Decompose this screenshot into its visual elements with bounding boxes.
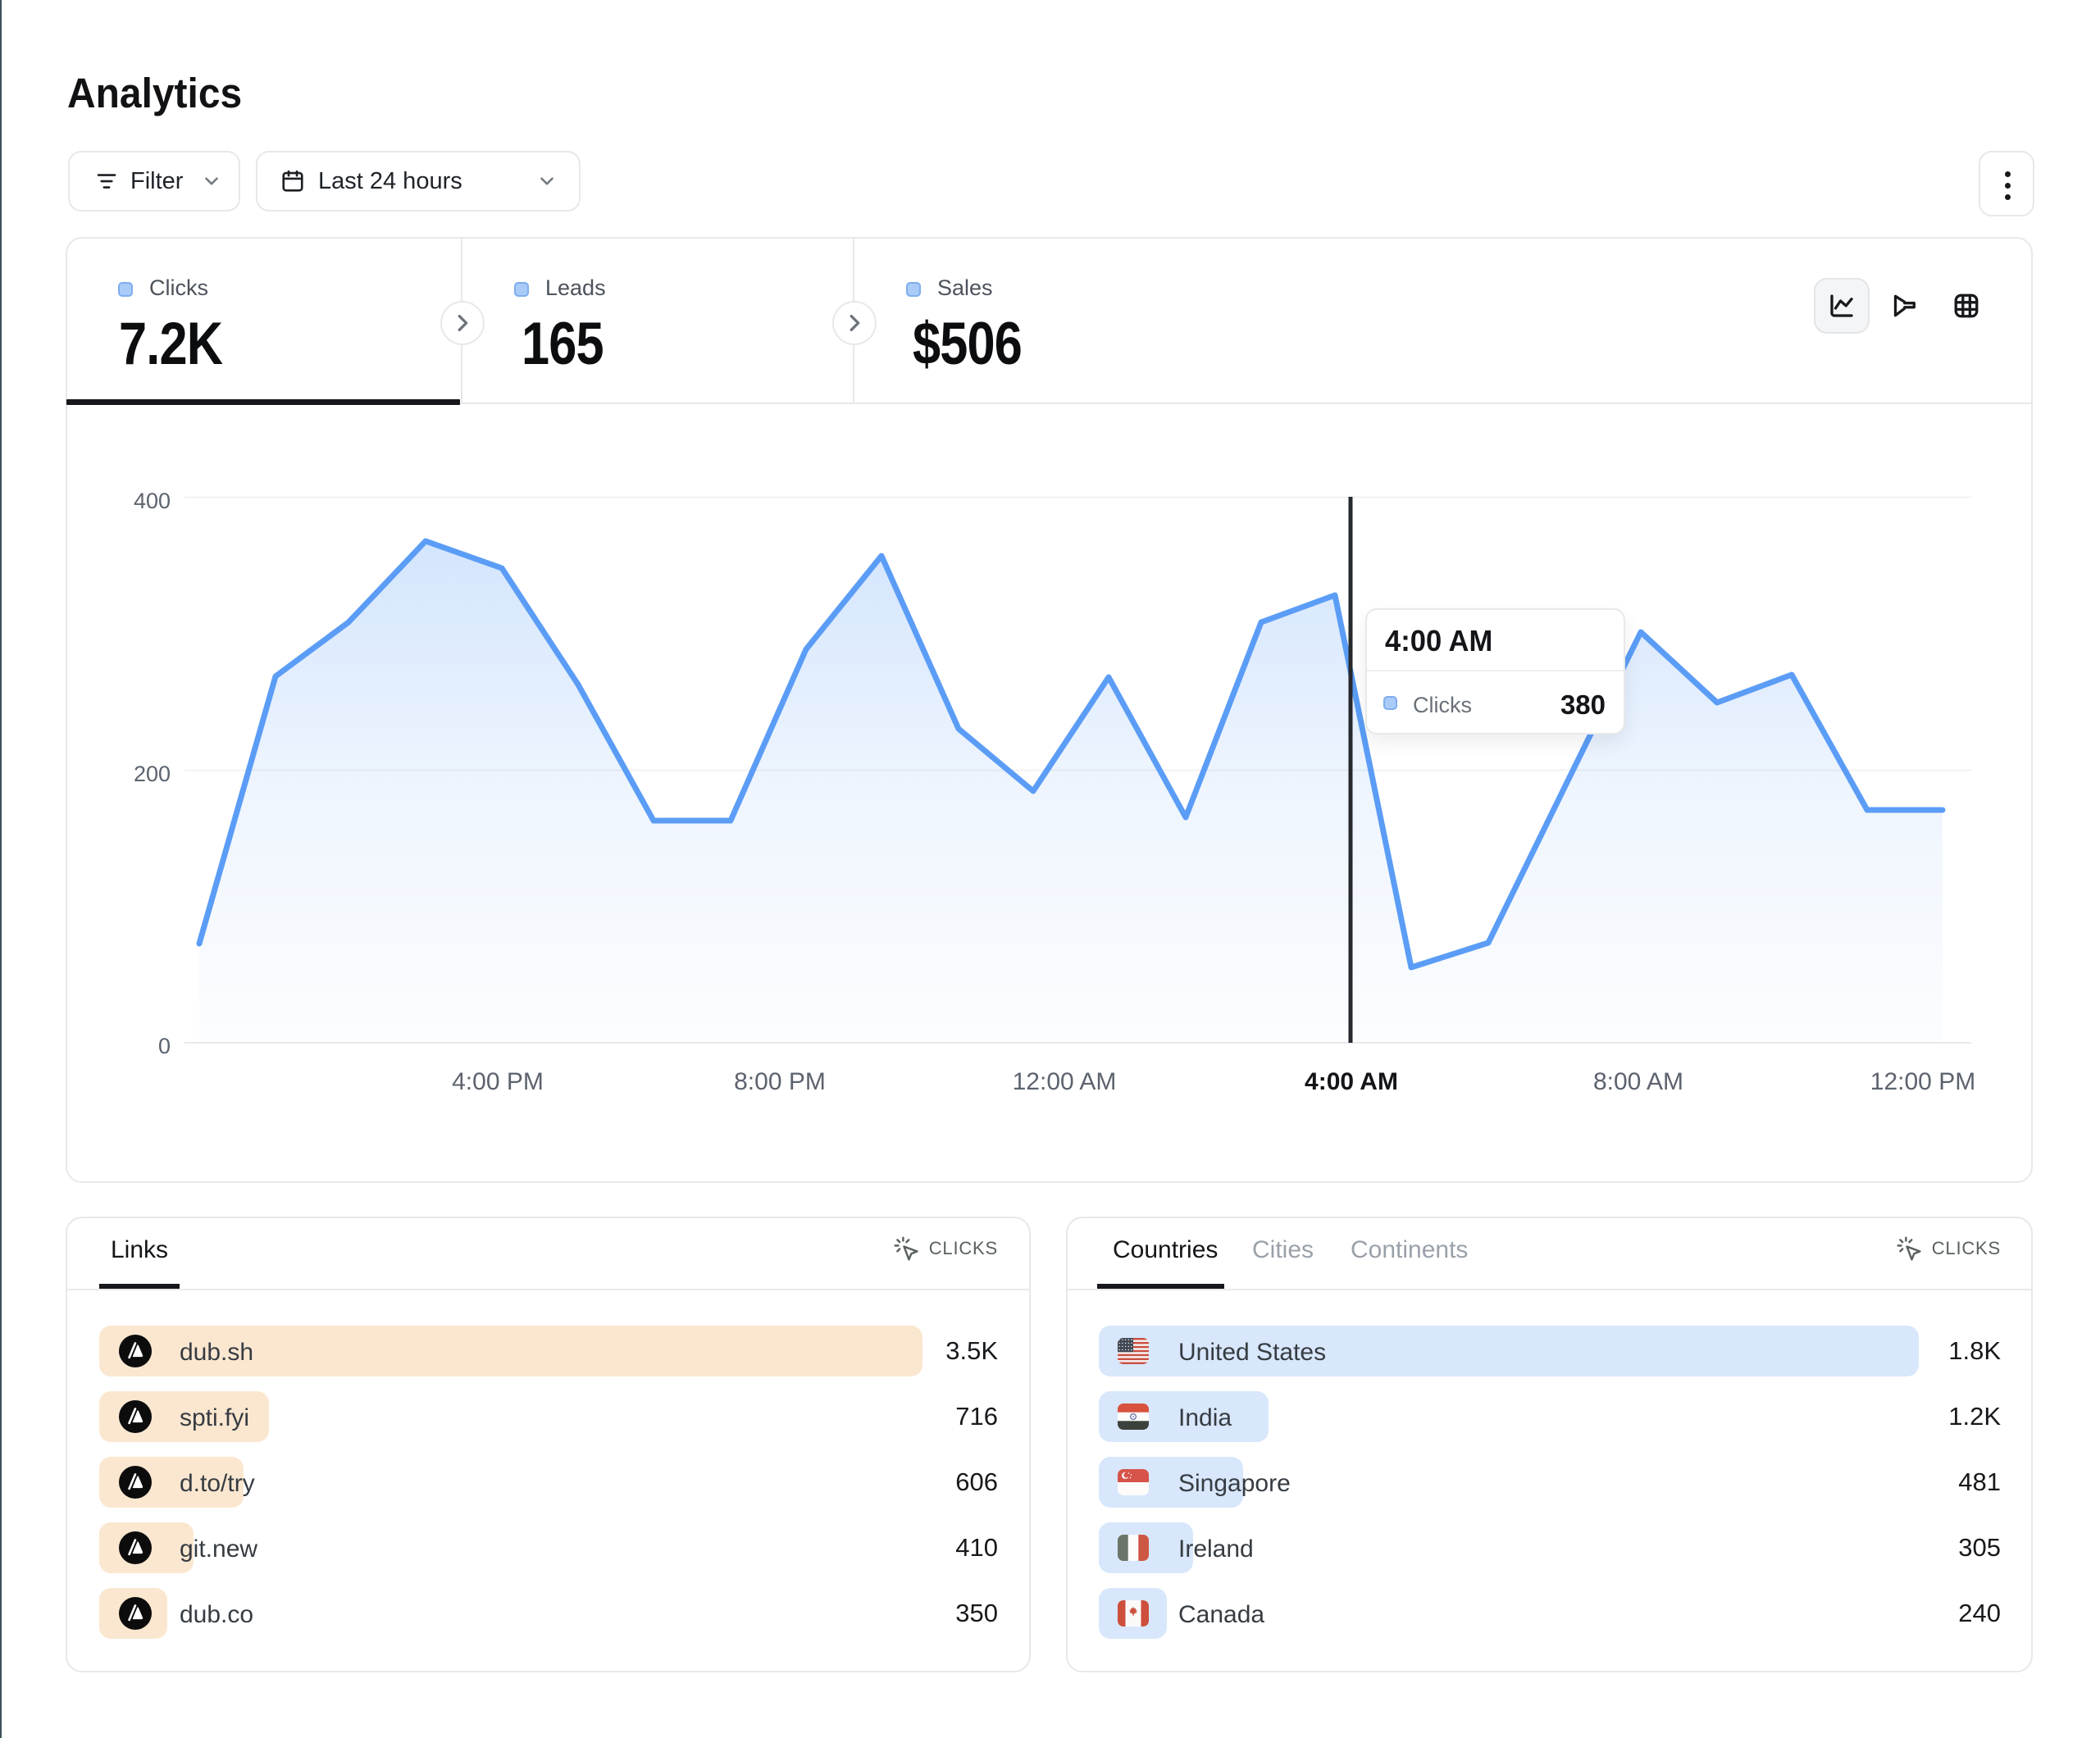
svg-text:4:00 PM: 4:00 PM	[452, 1068, 544, 1095]
svg-text:12:00 PM: 12:00 PM	[1870, 1068, 1975, 1095]
svg-text:8:00 PM: 8:00 PM	[734, 1068, 826, 1095]
svg-text:0: 0	[158, 1034, 171, 1058]
svg-text:400: 400	[134, 489, 171, 513]
svg-text:4:00 AM: 4:00 AM	[1305, 1068, 1398, 1095]
svg-text:200: 200	[134, 762, 171, 786]
svg-text:12:00 AM: 12:00 AM	[1013, 1068, 1117, 1095]
svg-text:8:00 AM: 8:00 AM	[1593, 1068, 1683, 1095]
